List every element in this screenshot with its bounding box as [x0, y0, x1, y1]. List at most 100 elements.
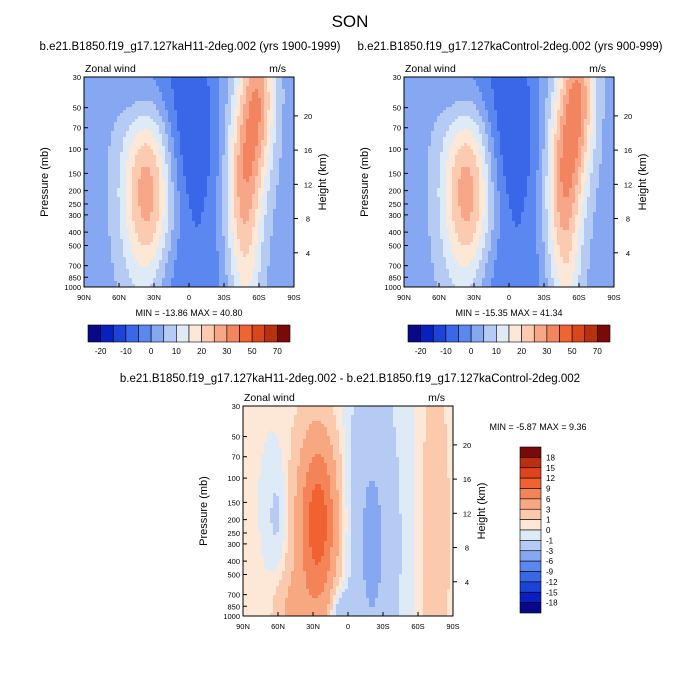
contour-cell — [545, 209, 549, 279]
contour-cell — [309, 424, 313, 464]
contour-cell — [141, 101, 145, 117]
contour-cell — [575, 158, 579, 186]
contour-cell — [165, 134, 169, 165]
pressure-tick-label: 250 — [227, 529, 240, 538]
contour-cell — [273, 535, 277, 572]
contour-cell — [138, 149, 142, 180]
contour-cell — [138, 116, 142, 132]
contour-cell — [153, 257, 157, 279]
contour-cell — [108, 236, 112, 288]
contour-cell — [467, 131, 471, 147]
contour-cell — [315, 421, 319, 455]
contour-cell — [309, 463, 313, 503]
contour-cell — [425, 77, 429, 288]
height-tick-label: 4 — [306, 249, 310, 258]
lat-tick-label: 60S — [572, 293, 585, 302]
contour-cell — [126, 107, 130, 132]
contour-cell — [554, 101, 558, 135]
contour-cell — [255, 146, 259, 177]
contour-cell — [464, 128, 468, 144]
contour-cell — [231, 95, 235, 138]
contour-field-3 — [243, 406, 454, 617]
contour-cell — [464, 143, 468, 168]
contour-cell — [446, 131, 450, 162]
contour-cell — [363, 580, 367, 617]
contour-cell — [533, 77, 537, 288]
contour-cell — [443, 77, 447, 111]
contour-cell — [458, 131, 462, 150]
height-tick-label: 12 — [624, 180, 632, 189]
contour-cell — [590, 134, 594, 174]
contour-cell — [333, 460, 337, 578]
contour-cell — [569, 77, 573, 90]
contour-cell — [177, 191, 181, 240]
contour-cell — [324, 505, 328, 542]
contour-cell — [551, 92, 555, 129]
colorbar-label: 18 — [546, 453, 555, 462]
contour-cell — [105, 77, 109, 288]
contour-cell — [524, 197, 528, 288]
contour-cell — [330, 499, 334, 548]
contour-cell — [506, 77, 510, 195]
contour-cell — [452, 221, 456, 255]
contour-cell — [282, 541, 286, 572]
contour-cell — [243, 179, 247, 225]
contour-cell — [303, 439, 307, 488]
colorbar-swatch — [138, 324, 152, 343]
contour-cell — [399, 514, 403, 575]
contour-cell — [509, 77, 513, 210]
contour-cell — [569, 188, 573, 219]
contour-cell — [231, 137, 235, 234]
contour-cell — [186, 194, 190, 288]
contour-cell — [458, 101, 462, 117]
contour-cell — [330, 445, 334, 500]
contour-cell — [545, 77, 549, 99]
contour-cell — [246, 406, 250, 617]
contour-cell — [153, 122, 157, 138]
contour-cell — [234, 77, 238, 108]
contour-cell — [467, 101, 471, 117]
contour-cell — [321, 556, 325, 593]
contour-cell — [324, 427, 328, 464]
lat-tick-label: 60N — [432, 293, 446, 302]
contour-cell — [279, 406, 283, 449]
contour-cell — [132, 254, 136, 285]
contour-cell — [240, 95, 244, 126]
contour-cell — [473, 155, 477, 234]
height-tick-label: 16 — [624, 146, 632, 155]
contour-cell — [168, 77, 172, 123]
contour-cell — [321, 406, 325, 425]
contour-cell — [123, 257, 127, 288]
contour-cell — [506, 194, 510, 288]
contour-cell — [285, 406, 289, 554]
height-tick-label: 12 — [463, 509, 471, 518]
contour-cell — [282, 104, 286, 288]
contour-cell — [458, 242, 462, 267]
contour-cell — [473, 77, 477, 81]
contour-cell — [165, 110, 169, 135]
contour-cell — [542, 77, 546, 150]
colorbar-label: 0 — [469, 347, 474, 356]
contour-cell — [473, 137, 477, 156]
contour-cell — [414, 406, 418, 617]
contour-cell — [318, 421, 322, 455]
contour-cell — [270, 125, 274, 171]
contour-cell — [249, 77, 253, 102]
contour-cell — [156, 269, 160, 288]
contour-cell — [464, 266, 468, 288]
contour-cell — [444, 406, 448, 425]
contour-cell — [548, 119, 552, 255]
contour-cell — [336, 490, 340, 557]
contour-cell — [249, 209, 253, 246]
pressure-axis-label: Pressure (mb) — [198, 476, 210, 546]
contour-cell — [267, 433, 271, 572]
contour-cell — [434, 122, 438, 282]
lat-tick-label: 90S — [446, 622, 459, 631]
contour-cell — [258, 532, 262, 617]
colorbar-swatch — [519, 591, 542, 603]
contour-cell — [351, 415, 355, 617]
min-max-stats: MIN = -13.86 MAX = 40.80 — [135, 308, 242, 318]
pressure-tick-label: 1000 — [223, 612, 240, 621]
contour-cell — [461, 245, 465, 267]
pressure-tick-label: 70 — [393, 124, 401, 133]
